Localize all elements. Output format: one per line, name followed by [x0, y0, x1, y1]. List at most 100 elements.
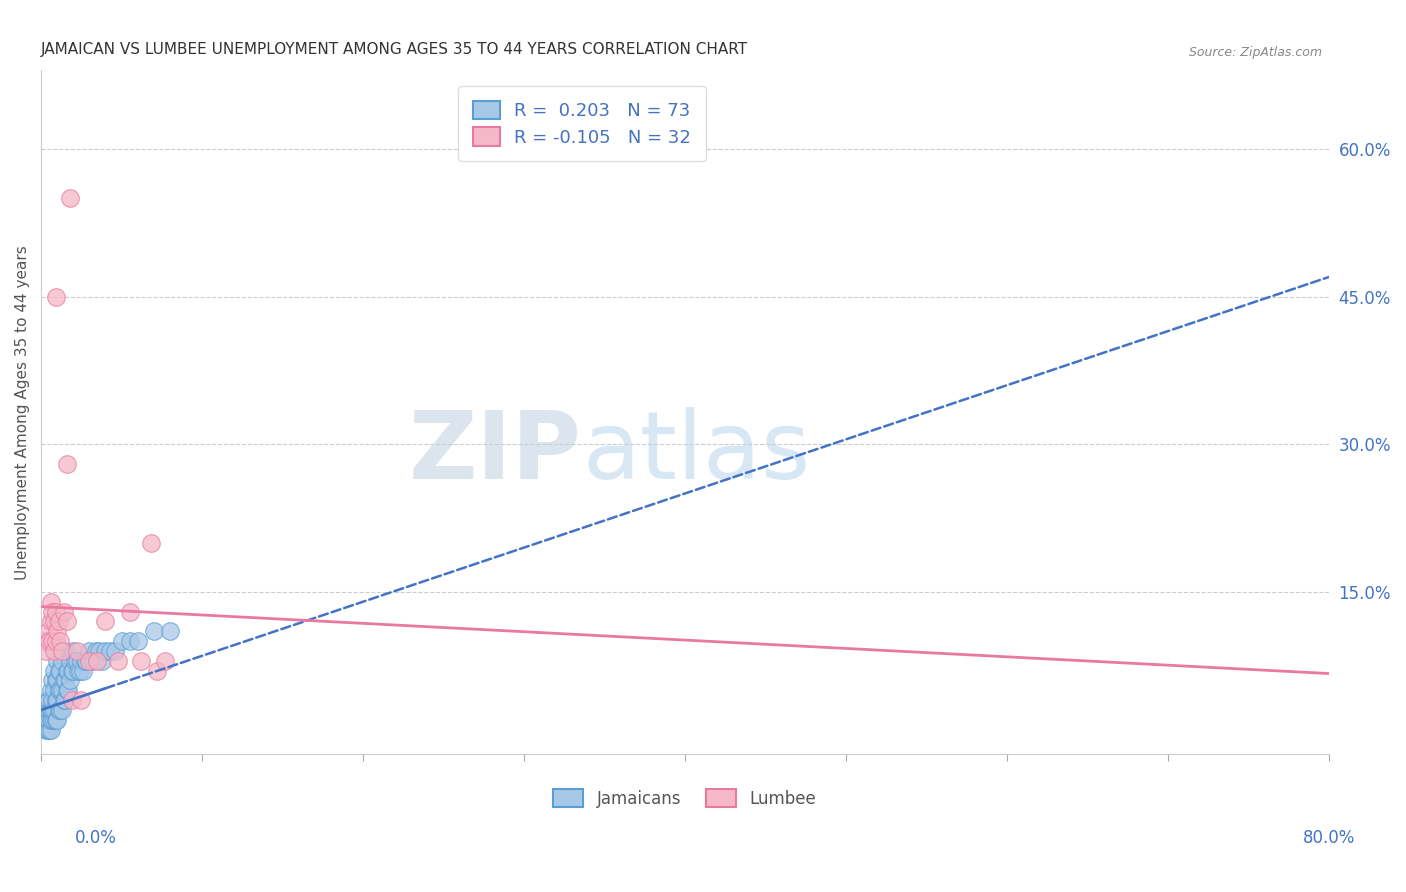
Point	[58, 683, 80, 698]
Point	[94, 644, 117, 658]
Point	[53, 673, 76, 688]
Point	[39, 703, 62, 717]
Point	[84, 644, 107, 658]
Point	[39, 615, 62, 629]
Point	[129, 654, 152, 668]
Point	[37, 713, 59, 727]
Point	[70, 693, 93, 707]
Point	[139, 535, 162, 549]
Point	[59, 654, 82, 668]
Point	[70, 654, 93, 668]
Point	[37, 624, 59, 639]
Text: ZIP: ZIP	[409, 408, 582, 500]
Point	[118, 605, 141, 619]
Text: JAMAICAN VS LUMBEE UNEMPLOYMENT AMONG AGES 35 TO 44 YEARS CORRELATION CHART: JAMAICAN VS LUMBEE UNEMPLOYMENT AMONG AG…	[41, 42, 748, 57]
Point	[51, 644, 73, 658]
Text: 80.0%: 80.0%	[1302, 829, 1355, 847]
Point	[60, 664, 83, 678]
Point	[35, 703, 58, 717]
Text: Source: ZipAtlas.com: Source: ZipAtlas.com	[1189, 46, 1322, 59]
Point	[45, 634, 67, 648]
Point	[38, 713, 60, 727]
Text: 0.0%: 0.0%	[75, 829, 117, 847]
Point	[153, 654, 176, 668]
Point	[59, 673, 82, 688]
Point	[42, 615, 65, 629]
Point	[67, 664, 90, 678]
Point	[41, 713, 63, 727]
Point	[59, 191, 82, 205]
Point	[65, 654, 87, 668]
Point	[38, 723, 60, 737]
Point	[35, 723, 58, 737]
Point	[53, 693, 76, 707]
Point	[45, 290, 67, 304]
Point	[79, 654, 101, 668]
Point	[104, 644, 127, 658]
Point	[46, 713, 69, 727]
Point	[39, 723, 62, 737]
Point	[110, 634, 132, 648]
Point	[45, 605, 67, 619]
Point	[42, 683, 65, 698]
Point	[51, 683, 73, 698]
Point	[142, 624, 165, 639]
Point	[46, 673, 69, 688]
Point	[79, 644, 101, 658]
Point	[34, 634, 56, 648]
Point	[52, 605, 75, 619]
Point	[46, 654, 69, 668]
Point	[38, 693, 60, 707]
Text: atlas: atlas	[582, 408, 810, 500]
Point	[63, 654, 86, 668]
Point	[87, 644, 110, 658]
Point	[52, 693, 75, 707]
Point	[42, 644, 65, 658]
Point	[65, 644, 87, 658]
Point	[38, 703, 60, 717]
Point	[51, 654, 73, 668]
Point	[52, 673, 75, 688]
Point	[49, 664, 72, 678]
Point	[34, 713, 56, 727]
Point	[35, 644, 58, 658]
Point	[41, 703, 63, 717]
Point	[49, 634, 72, 648]
Point	[48, 664, 70, 678]
Point	[49, 683, 72, 698]
Point	[56, 683, 79, 698]
Point	[45, 673, 67, 688]
Point	[42, 703, 65, 717]
Point	[60, 693, 83, 707]
Point	[39, 713, 62, 727]
Point	[48, 703, 70, 717]
Point	[62, 664, 84, 678]
Point	[41, 634, 63, 648]
Point	[42, 713, 65, 727]
Y-axis label: Unemployment Among Ages 35 to 44 years: Unemployment Among Ages 35 to 44 years	[15, 245, 30, 580]
Point	[41, 693, 63, 707]
Point	[51, 703, 73, 717]
Point	[39, 595, 62, 609]
Point	[118, 634, 141, 648]
Point	[38, 634, 60, 648]
Point	[94, 615, 117, 629]
Point	[48, 615, 70, 629]
Point	[86, 654, 108, 668]
Point	[107, 654, 129, 668]
Point	[56, 457, 79, 471]
Point	[159, 624, 181, 639]
Point	[146, 664, 169, 678]
Point	[46, 693, 69, 707]
Point	[56, 664, 79, 678]
Point	[48, 683, 70, 698]
Point	[41, 605, 63, 619]
Point	[73, 654, 96, 668]
Point	[62, 644, 84, 658]
Point	[98, 644, 121, 658]
Point	[69, 664, 91, 678]
Point	[41, 673, 63, 688]
Legend: Jamaicans, Lumbee: Jamaicans, Lumbee	[547, 783, 823, 814]
Point	[58, 664, 80, 678]
Point	[49, 703, 72, 717]
